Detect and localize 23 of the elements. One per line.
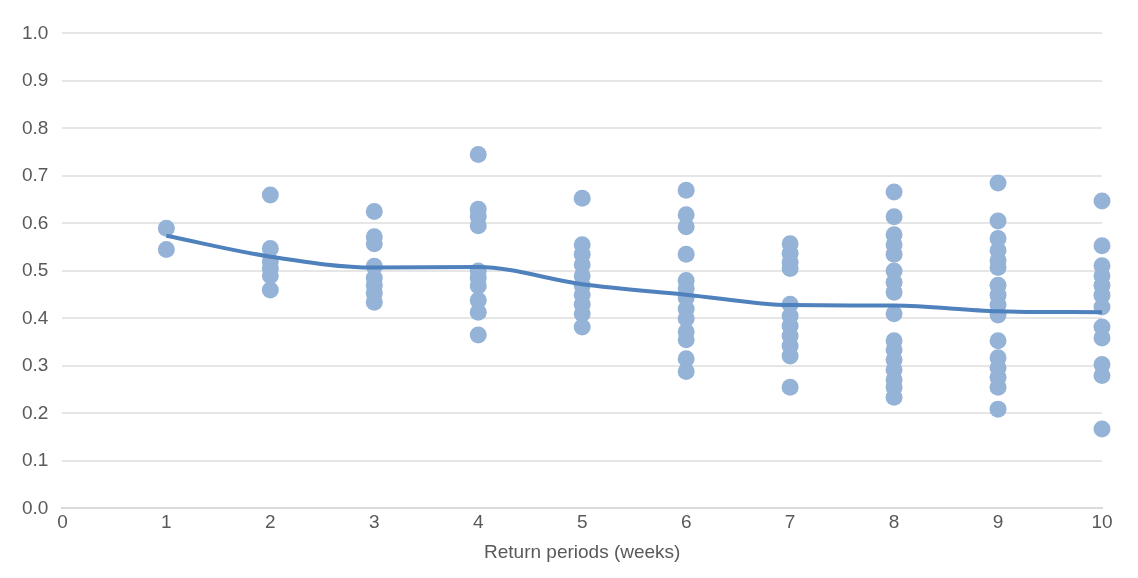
y-tick-label: 0.9: [21, 69, 49, 91]
y-tick-label: 0.5: [21, 259, 49, 281]
y-tick-label: 0.7: [21, 164, 49, 186]
x-tick-label: 7: [784, 511, 796, 533]
y-tick-label: 0.0: [21, 496, 49, 518]
x-tick-label: 0: [57, 511, 68, 533]
y-tick-label: 1.0: [21, 21, 49, 43]
y-tick-label: 0.4: [21, 306, 49, 328]
x-tick-label: 5: [576, 511, 588, 533]
x-tick-label: 2: [265, 511, 276, 533]
y-tick-label: 0.3: [21, 354, 49, 376]
x-axis-title: Return periods (weeks): [484, 540, 681, 562]
x-tick-label: 3: [369, 511, 380, 533]
y-tick-label: 0.6: [21, 211, 49, 233]
x-tick-label: 10: [1091, 511, 1113, 533]
x-tick-label: 4: [472, 511, 484, 533]
y-tick-label: 0.1: [21, 449, 49, 471]
x-tick-label: 8: [888, 511, 900, 533]
x-tick-label: 9: [992, 511, 1004, 533]
x-tick-label: 6: [680, 511, 692, 533]
x-tick-label: 1: [161, 511, 172, 533]
y-tick-label: 0.2: [21, 401, 49, 423]
y-tick-label: 0.8: [21, 116, 49, 138]
